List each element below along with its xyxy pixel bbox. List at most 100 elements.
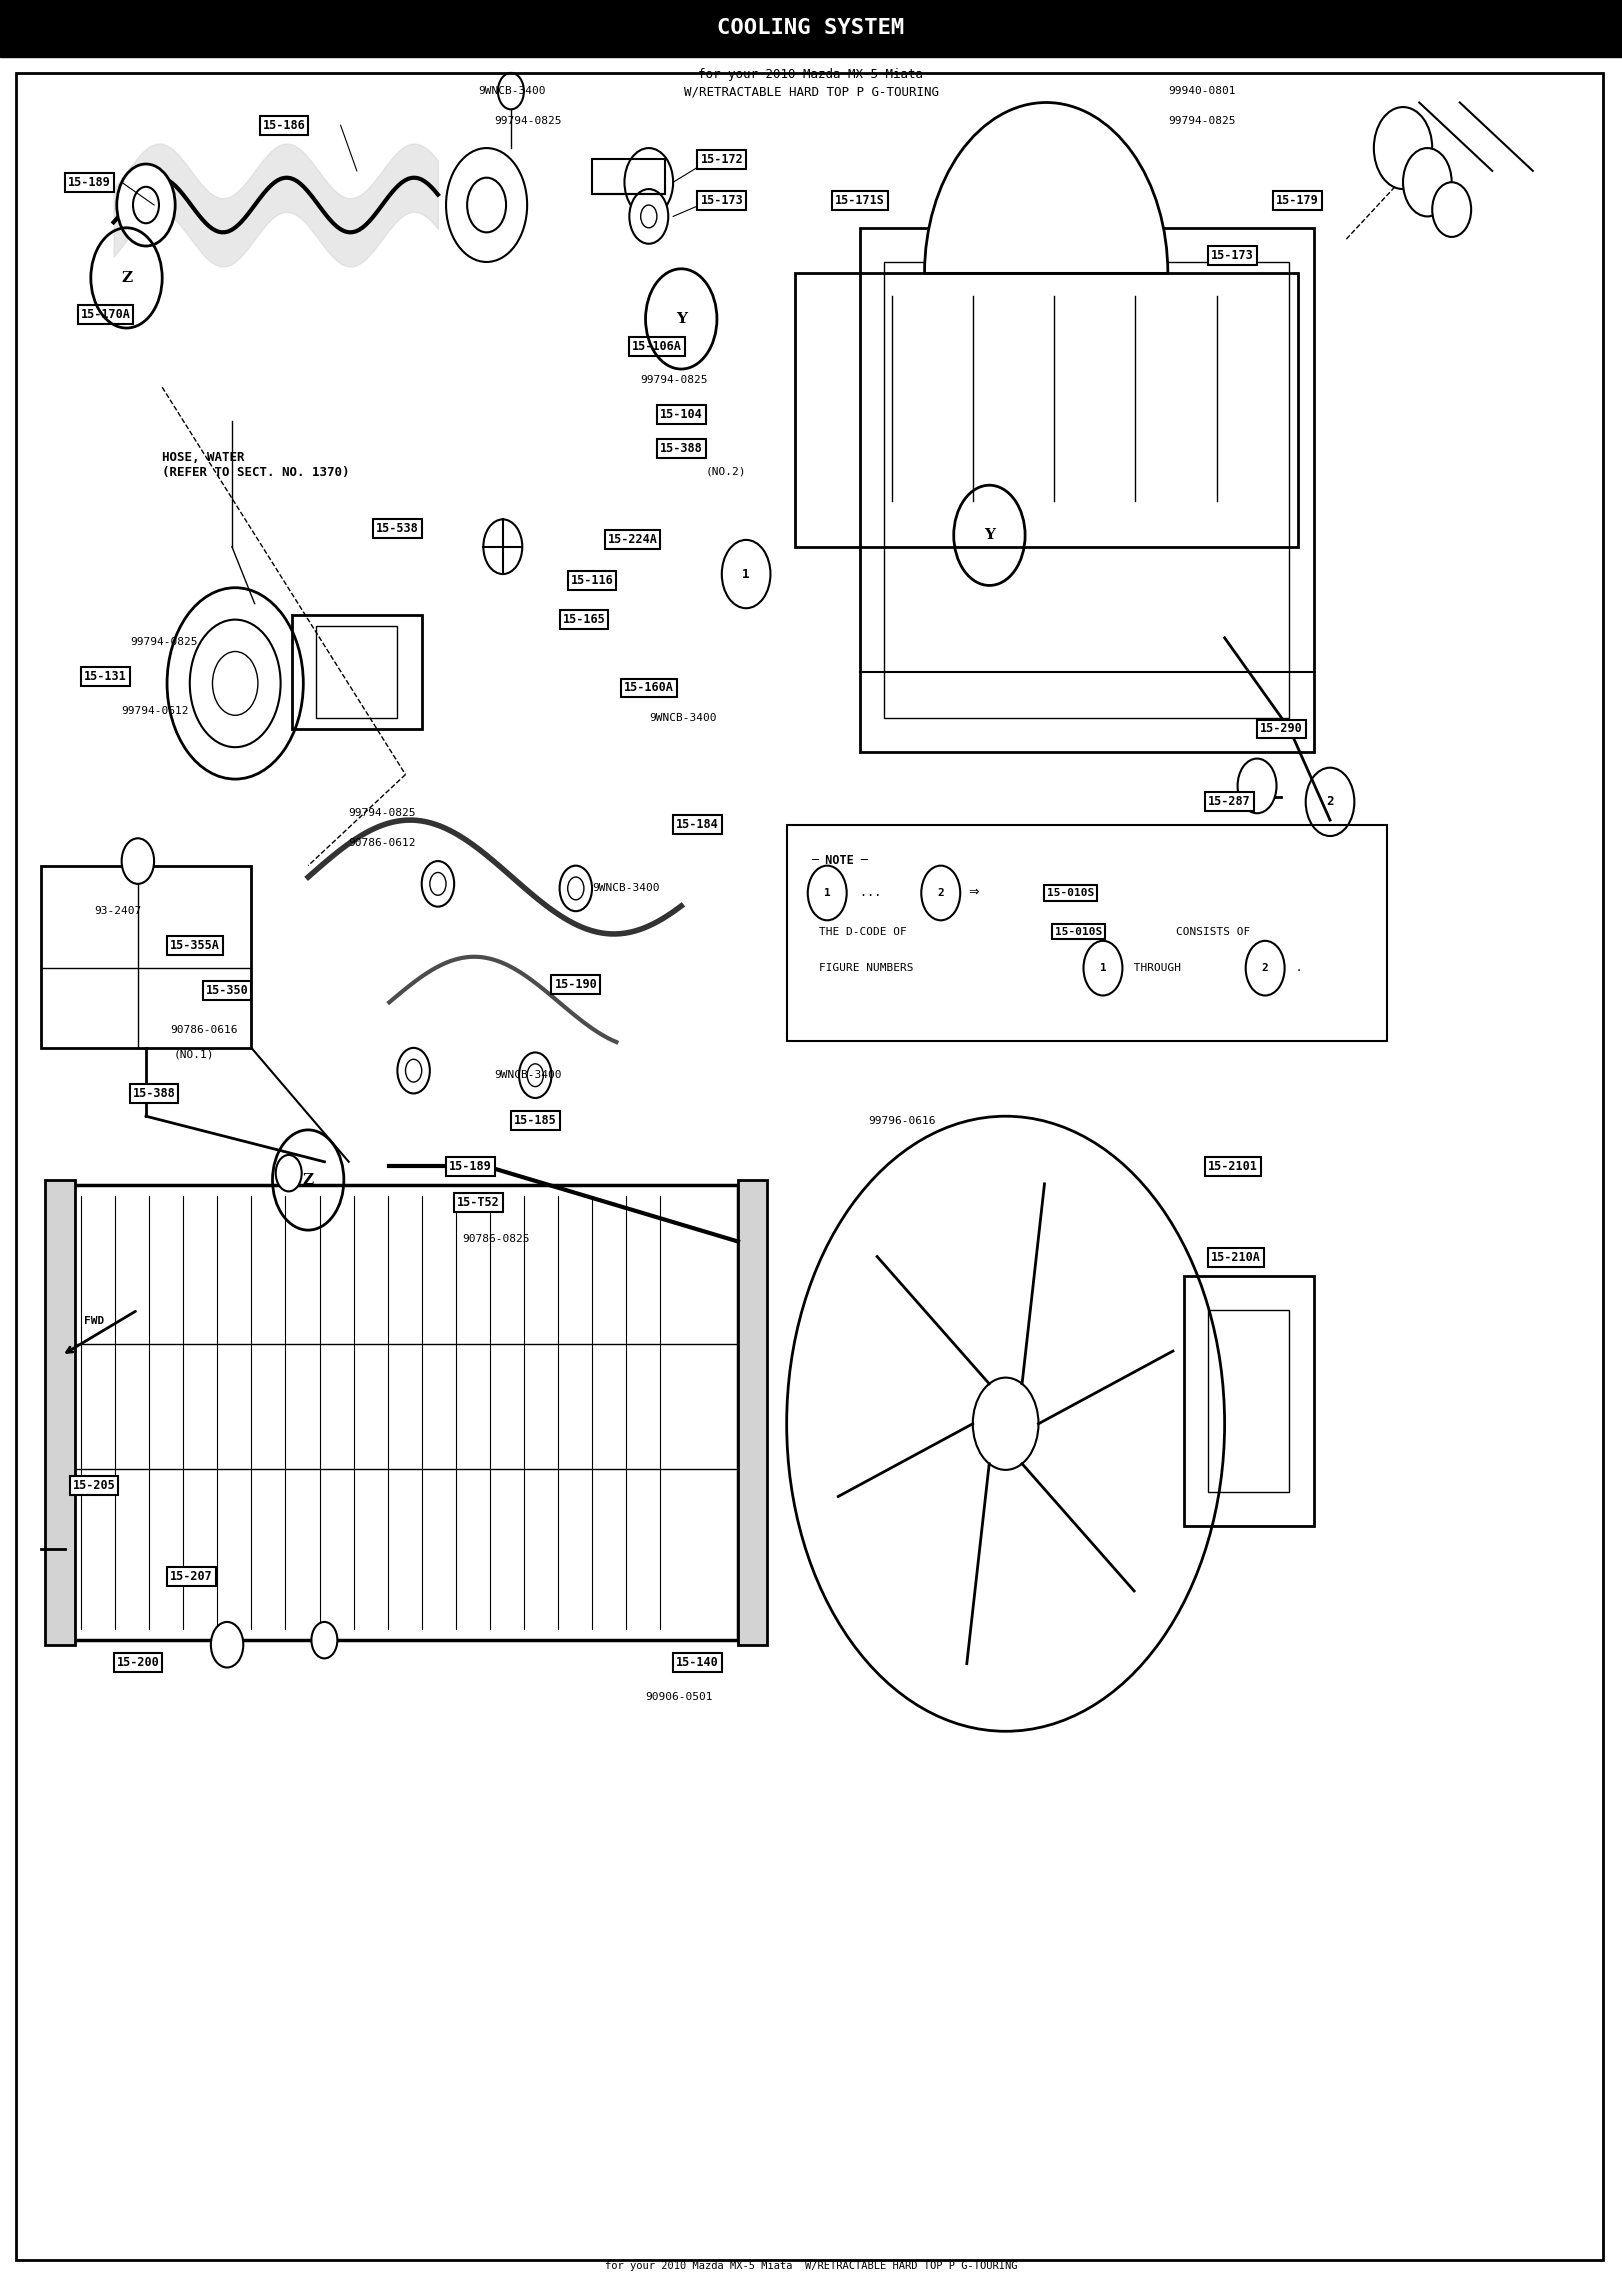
Circle shape <box>1374 107 1432 189</box>
Text: THE D-CODE OF: THE D-CODE OF <box>819 927 907 936</box>
Text: 15-165: 15-165 <box>563 613 605 626</box>
Text: ⇒: ⇒ <box>965 886 980 900</box>
FancyBboxPatch shape <box>738 1180 767 1645</box>
Text: 15-173: 15-173 <box>1212 248 1254 262</box>
Text: 15-290: 15-290 <box>1260 722 1302 736</box>
Text: Z: Z <box>122 271 131 285</box>
Text: 99794-0825: 99794-0825 <box>495 116 563 125</box>
Text: 15-186: 15-186 <box>263 118 305 132</box>
Circle shape <box>527 1064 543 1087</box>
Text: 1: 1 <box>1100 964 1106 973</box>
Circle shape <box>519 1052 551 1098</box>
Text: 15-224A: 15-224A <box>608 533 657 547</box>
Text: 15-189: 15-189 <box>449 1160 491 1173</box>
Circle shape <box>117 164 175 246</box>
Text: 15-173: 15-173 <box>701 194 743 207</box>
Text: 15-189: 15-189 <box>68 175 110 189</box>
Text: 15-116: 15-116 <box>571 574 613 588</box>
Text: 99794-0825: 99794-0825 <box>1168 116 1236 125</box>
Text: 99794-0825: 99794-0825 <box>349 809 417 818</box>
Text: HOSE, WATER
(REFER TO SECT. NO. 1370): HOSE, WATER (REFER TO SECT. NO. 1370) <box>162 451 350 478</box>
Text: 99794-0825: 99794-0825 <box>641 376 709 385</box>
Circle shape <box>167 588 303 779</box>
Text: 15-350: 15-350 <box>206 984 248 998</box>
Circle shape <box>498 73 524 109</box>
Circle shape <box>467 178 506 232</box>
Text: ─ NOTE ─: ─ NOTE ─ <box>811 854 868 868</box>
Text: 9WNCB-3400: 9WNCB-3400 <box>495 1071 563 1080</box>
Text: Z: Z <box>303 1173 313 1187</box>
Text: 15-T52: 15-T52 <box>457 1196 500 1210</box>
Text: THROUGH: THROUGH <box>1127 964 1187 973</box>
Circle shape <box>133 187 159 223</box>
Text: 9WNCB-3400: 9WNCB-3400 <box>478 87 547 96</box>
Circle shape <box>311 1622 337 1658</box>
Text: 93-2407: 93-2407 <box>94 907 141 916</box>
Text: 15-171S: 15-171S <box>835 194 884 207</box>
Text: 90906-0501: 90906-0501 <box>646 1693 714 1702</box>
Circle shape <box>406 1059 422 1082</box>
Text: FIGURE NUMBERS: FIGURE NUMBERS <box>819 964 913 973</box>
Circle shape <box>1432 182 1471 237</box>
Text: 15-170A: 15-170A <box>81 308 130 321</box>
Text: 15-538: 15-538 <box>376 522 418 535</box>
Text: 2: 2 <box>1262 964 1268 973</box>
FancyBboxPatch shape <box>0 0 1622 57</box>
Circle shape <box>1238 759 1277 813</box>
Text: 15-184: 15-184 <box>676 818 719 831</box>
Circle shape <box>190 620 281 747</box>
Text: 15-104: 15-104 <box>660 408 702 421</box>
Text: 2: 2 <box>938 888 944 898</box>
Text: 15-185: 15-185 <box>514 1114 556 1128</box>
Text: 99794-0825: 99794-0825 <box>130 638 198 647</box>
Text: (NO.1): (NO.1) <box>174 1050 214 1059</box>
Text: 99940-0801: 99940-0801 <box>1168 87 1236 96</box>
Text: 1: 1 <box>743 567 749 581</box>
Circle shape <box>122 838 154 884</box>
Text: 15-388: 15-388 <box>660 442 702 456</box>
FancyBboxPatch shape <box>787 825 1387 1041</box>
Text: COOLING SYSTEM: COOLING SYSTEM <box>717 18 905 39</box>
Text: 15-200: 15-200 <box>117 1656 159 1670</box>
FancyBboxPatch shape <box>45 1180 75 1645</box>
Text: 15-179: 15-179 <box>1277 194 1319 207</box>
Text: 15-160A: 15-160A <box>624 681 673 695</box>
Circle shape <box>276 1155 302 1191</box>
Text: 15-355A: 15-355A <box>170 939 219 952</box>
Circle shape <box>629 189 668 244</box>
Text: 15-287: 15-287 <box>1208 795 1251 809</box>
Text: 9WNCB-3400: 9WNCB-3400 <box>592 884 660 893</box>
Text: for your 2010 Mazda MX-5 Miata
W/RETRACTABLE HARD TOP P G-TOURING: for your 2010 Mazda MX-5 Miata W/RETRACT… <box>683 68 939 98</box>
Circle shape <box>973 1378 1038 1469</box>
Text: .: . <box>1289 964 1302 973</box>
Text: 1: 1 <box>824 888 830 898</box>
Circle shape <box>560 866 592 911</box>
Text: 99794-0612: 99794-0612 <box>122 706 190 715</box>
Text: 99796-0616: 99796-0616 <box>868 1116 936 1125</box>
Circle shape <box>641 205 657 228</box>
Circle shape <box>787 1116 1225 1731</box>
Circle shape <box>397 1048 430 1093</box>
Text: 2: 2 <box>1327 795 1333 809</box>
Text: 15-106A: 15-106A <box>633 339 681 353</box>
Circle shape <box>568 877 584 900</box>
Text: 15-2101: 15-2101 <box>1208 1160 1257 1173</box>
Text: 15-010S: 15-010S <box>1046 888 1095 898</box>
Text: 15-140: 15-140 <box>676 1656 719 1670</box>
Text: 90786-0825: 90786-0825 <box>462 1235 530 1244</box>
Circle shape <box>624 148 673 216</box>
Circle shape <box>212 652 258 715</box>
Text: 15-207: 15-207 <box>170 1570 212 1583</box>
Text: FWD: FWD <box>84 1317 104 1326</box>
Text: 90786-0616: 90786-0616 <box>170 1025 238 1034</box>
Text: Y: Y <box>676 312 686 326</box>
Circle shape <box>430 872 446 895</box>
Circle shape <box>483 519 522 574</box>
Text: 15-172: 15-172 <box>701 153 743 166</box>
Text: 15-010S: 15-010S <box>1054 927 1103 936</box>
Text: 9WNCB-3400: 9WNCB-3400 <box>649 713 717 722</box>
Wedge shape <box>925 103 1168 273</box>
Text: ...: ... <box>860 886 895 900</box>
Text: (NO.2): (NO.2) <box>706 467 746 476</box>
Circle shape <box>446 148 527 262</box>
